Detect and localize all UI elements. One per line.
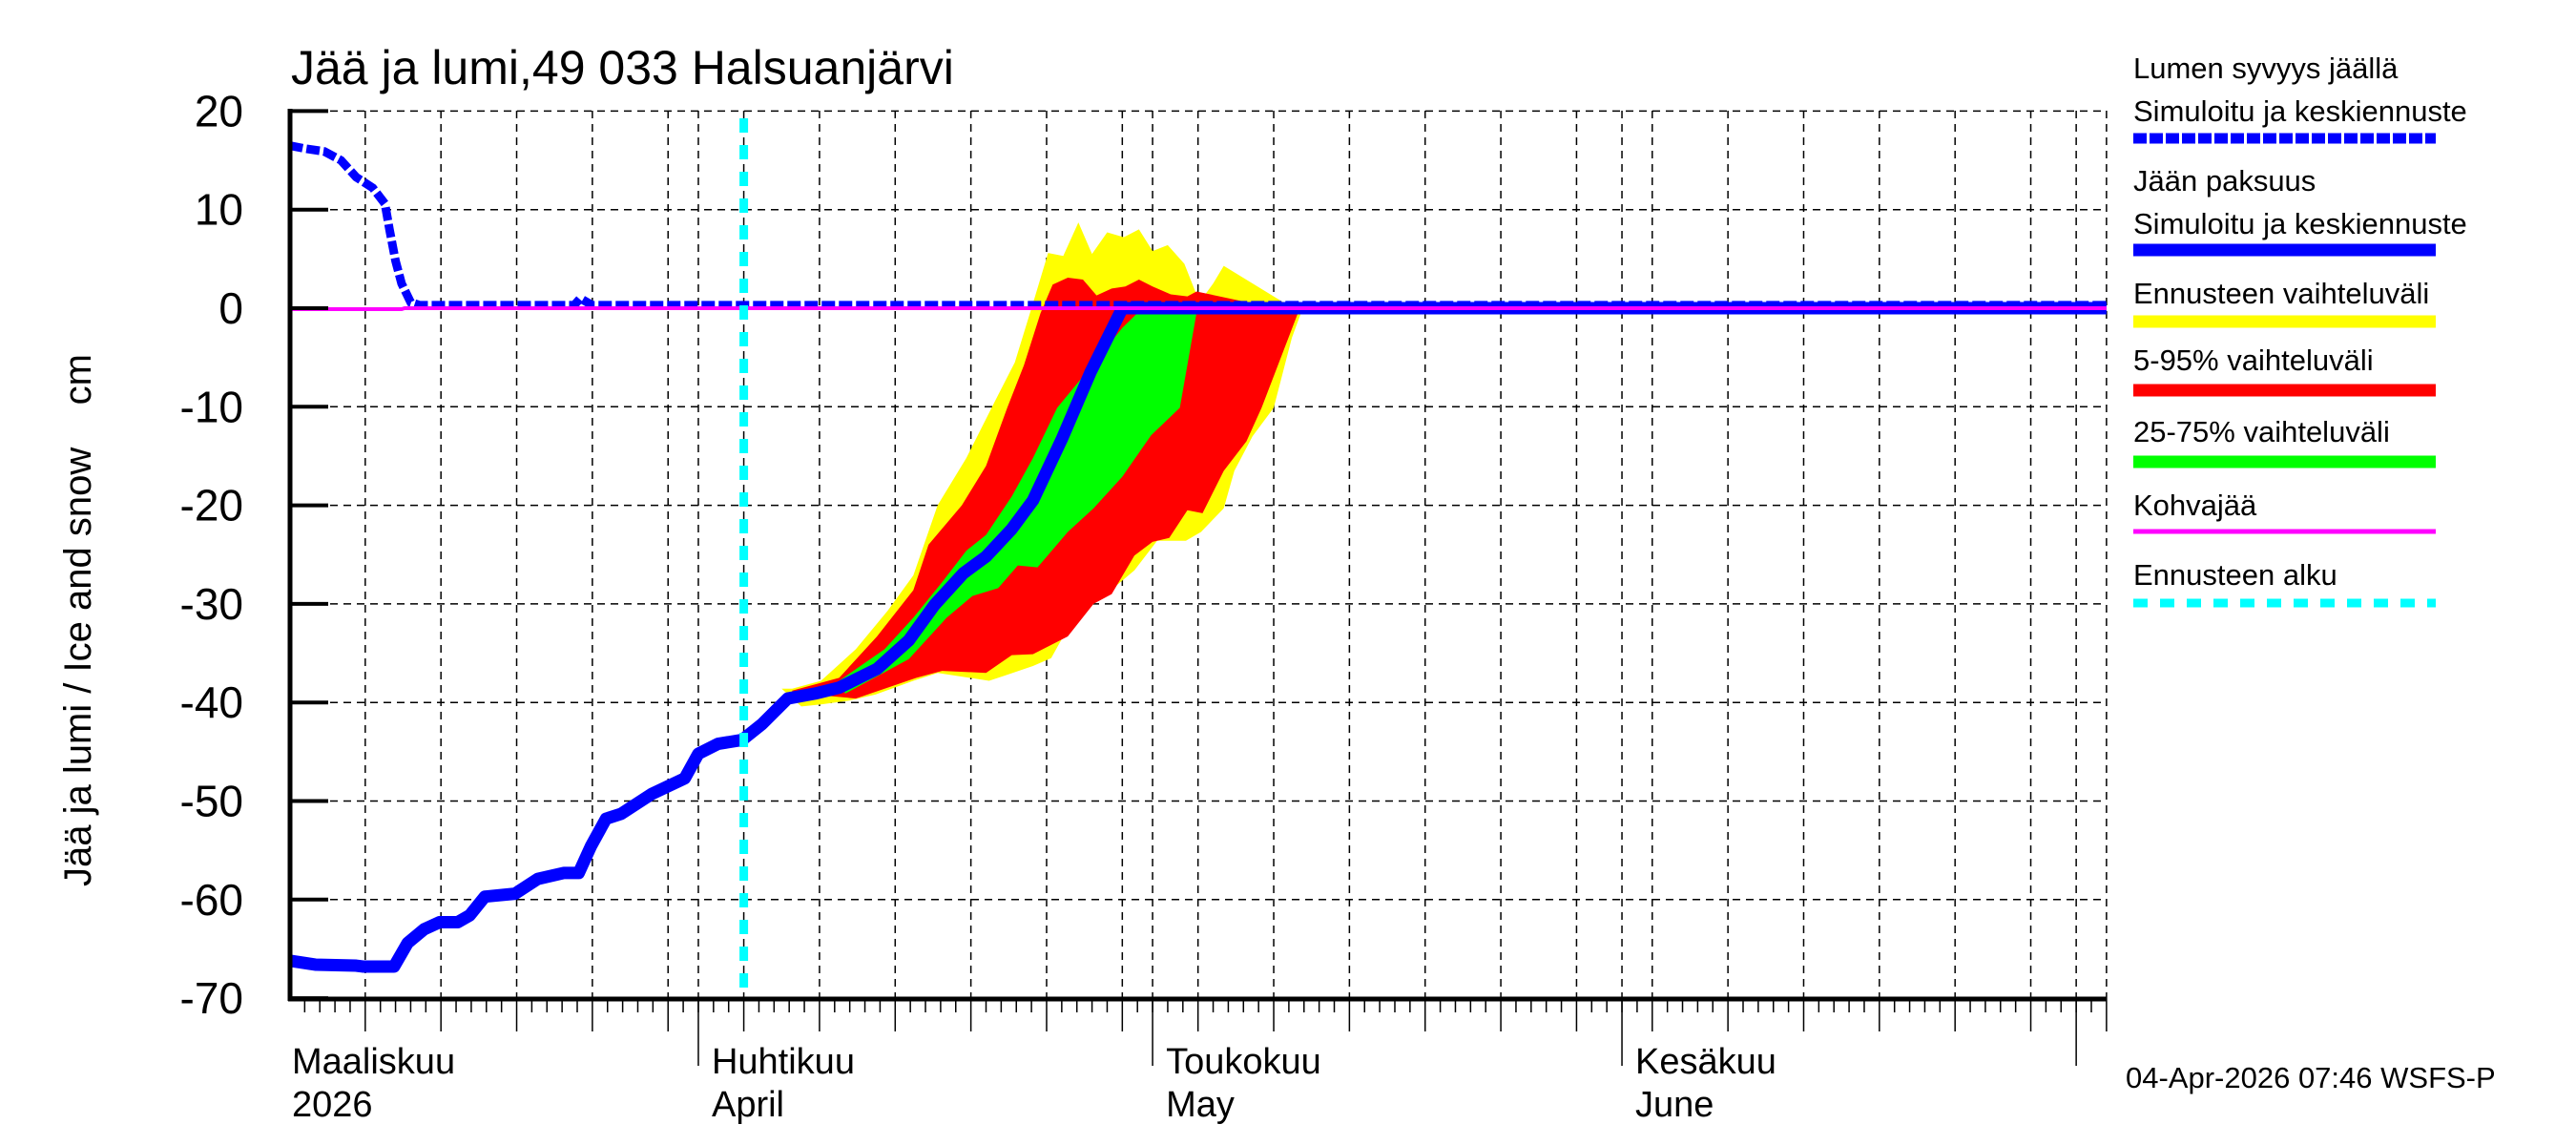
legend-label: Jään paksuus <box>2133 164 2316 198</box>
y-tick-label: -50 <box>180 777 243 826</box>
y-tick-labels: 20 10 0 -10 -20 -30 -40 -50 -60 -70 <box>180 86 243 1023</box>
legend-label: Ennusteen vaihteluväli <box>2133 277 2429 310</box>
x-month-sublabel: 2026 <box>292 1085 373 1125</box>
y-tick-label: -10 <box>180 382 243 431</box>
y-axis-label: Jää ja lumi / Ice and snow cm <box>57 354 99 886</box>
y-tick-label: -20 <box>180 481 243 531</box>
x-month-label: Huhtikuu <box>712 1042 855 1082</box>
x-month-label: Maaliskuu <box>292 1042 455 1082</box>
y-tick-label: 0 <box>218 283 243 333</box>
y-tick-label: 10 <box>195 185 243 235</box>
legend-label: 5-95% vaihteluväli <box>2133 344 2374 377</box>
legend-label: Kohvajää <box>2133 489 2257 522</box>
band-range-25-75 <box>839 313 1197 694</box>
legend-sublabel: Simuloitu ja keskiennuste <box>2133 94 2467 128</box>
slush-ice-line <box>289 306 2107 312</box>
legend: Lumen syvyys jäällä Simuloitu ja keskienn… <box>2133 52 2467 608</box>
gridlines <box>290 110 2108 999</box>
legend-label: Lumen syvyys jäällä <box>2133 52 2399 85</box>
ice-thickness-line <box>288 302 2107 973</box>
x-month-label: Kesäkuu <box>1635 1042 1776 1082</box>
axes <box>287 109 2108 1066</box>
x-month-sublabel: April <box>712 1085 784 1125</box>
y-tick-label: 20 <box>195 86 243 135</box>
x-month-sublabel: May <box>1166 1085 1235 1125</box>
y-tick-label: -40 <box>180 677 243 727</box>
y-tick-label: -60 <box>180 875 243 925</box>
x-month-label: Toukokuu <box>1166 1042 1321 1082</box>
legend-label: Ennusteen alku <box>2133 558 2337 592</box>
timestamp: 04-Apr-2026 07:46 WSFS-P <box>2126 1061 2496 1094</box>
data-lines <box>288 118 2107 999</box>
forecast-bands <box>781 222 1301 707</box>
chart-title: Jää ja lumi,49 033 Halsuanjärvi <box>291 41 954 94</box>
x-month-sublabel: June <box>1635 1085 1714 1125</box>
legend-label: 25-75% vaihteluväli <box>2133 415 2390 448</box>
y-tick-label: -70 <box>180 973 243 1023</box>
legend-sublabel: Simuloitu ja keskiennuste <box>2133 207 2467 240</box>
y-tick-label: -30 <box>180 579 243 629</box>
